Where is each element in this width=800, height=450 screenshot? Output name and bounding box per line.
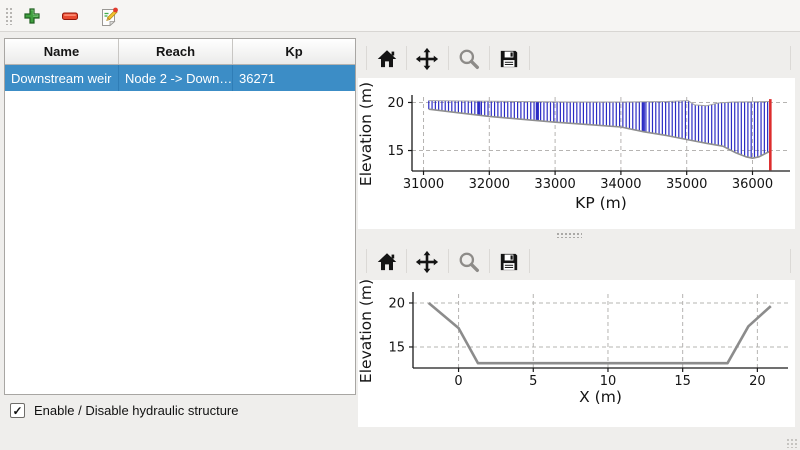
edit-structure-button[interactable] [96, 4, 120, 28]
minus-icon [62, 12, 78, 20]
enable-structure-checkbox[interactable]: ✓ [10, 403, 25, 418]
svg-text:Elevation (m): Elevation (m) [358, 82, 375, 186]
add-structure-button[interactable] [20, 4, 44, 28]
svg-text:X (m): X (m) [579, 388, 622, 406]
separator [529, 249, 530, 273]
enable-structure-checkbox-label: Enable / Disable hydraulic structure [34, 403, 239, 418]
plot-zoom-button-bottom[interactable] [455, 248, 483, 276]
column-header-kp[interactable]: Kp [285, 44, 303, 59]
magnifier-zoom-icon [459, 49, 479, 69]
svg-text:10: 10 [600, 374, 617, 389]
home-icon [377, 253, 397, 271]
cross-section-chart[interactable]: 0 5 10 15 20 15 20 X (m) Elevation (m) [358, 280, 795, 427]
pan-move-icon [415, 250, 439, 274]
plot-save-button-top[interactable] [495, 45, 523, 73]
plot-home-button-top[interactable] [373, 45, 401, 73]
plot-pan-button-top[interactable] [413, 45, 441, 73]
svg-text:20: 20 [388, 296, 405, 311]
svg-text:20: 20 [387, 96, 404, 111]
kp-profile-chart[interactable]: 31000 32000 33000 34000 35000 36000 15 20 KP (m)… [358, 78, 795, 229]
remove-structure-button[interactable] [58, 4, 82, 28]
svg-text:32000: 32000 [469, 177, 510, 192]
column-header-reach[interactable]: Reach [119, 39, 233, 64]
svg-text:5: 5 [529, 374, 537, 389]
separator [529, 46, 530, 70]
svg-text:35000: 35000 [666, 177, 707, 192]
cell-reach: Node 2 -> Down… [119, 65, 233, 91]
pan-move-icon [415, 47, 439, 71]
table-header-row: Name Reach Kp [5, 39, 355, 65]
structures-table: Name Reach Kp Downstream weir Node 2 -> … [4, 38, 356, 395]
plot-save-button-bottom[interactable] [495, 248, 523, 276]
plot-home-button-bottom[interactable] [373, 248, 401, 276]
plot-splitter-handle[interactable] [556, 232, 582, 238]
cell-kp: 36271 [239, 70, 276, 86]
svg-text:36000: 36000 [732, 177, 773, 192]
svg-text:0: 0 [454, 374, 462, 389]
table-row-downstream-weir[interactable]: Downstream weir Node 2 -> Down… 36271 [5, 65, 355, 91]
plot-zoom-button-top[interactable] [455, 45, 483, 73]
svg-text:33000: 33000 [534, 177, 575, 192]
plot-pan-button-bottom[interactable] [413, 248, 441, 276]
column-header-name[interactable]: Name [5, 39, 119, 64]
svg-text:15: 15 [388, 340, 405, 355]
separator [448, 46, 449, 70]
separator [489, 249, 490, 273]
svg-text:34000: 34000 [600, 177, 641, 192]
save-floppy-icon [500, 50, 518, 68]
separator [790, 46, 791, 70]
separator [790, 249, 791, 273]
separator [448, 249, 449, 273]
window-resize-grip[interactable] [786, 438, 797, 448]
checkmark-icon: ✓ [12, 403, 23, 418]
edit-pencil-icon [102, 7, 118, 27]
separator [406, 249, 407, 273]
svg-text:Elevation (m): Elevation (m) [358, 280, 375, 383]
plus-icon [24, 8, 40, 24]
svg-text:15: 15 [674, 374, 691, 389]
main-toolbar [0, 0, 800, 32]
separator [406, 46, 407, 70]
save-floppy-icon [500, 253, 518, 271]
magnifier-zoom-icon [459, 252, 479, 272]
svg-text:15: 15 [387, 144, 404, 159]
separator [366, 46, 367, 70]
svg-text:31000: 31000 [403, 177, 444, 192]
home-icon [377, 50, 397, 68]
cell-name: Downstream weir [5, 65, 119, 91]
separator [489, 46, 490, 70]
toolbar-drag-handle[interactable] [5, 7, 13, 25]
svg-text:20: 20 [749, 374, 766, 389]
svg-text:KP (m): KP (m) [575, 194, 627, 212]
separator [366, 249, 367, 273]
enable-structure-checkbox-row[interactable]: ✓ Enable / Disable hydraulic structure [10, 403, 239, 418]
